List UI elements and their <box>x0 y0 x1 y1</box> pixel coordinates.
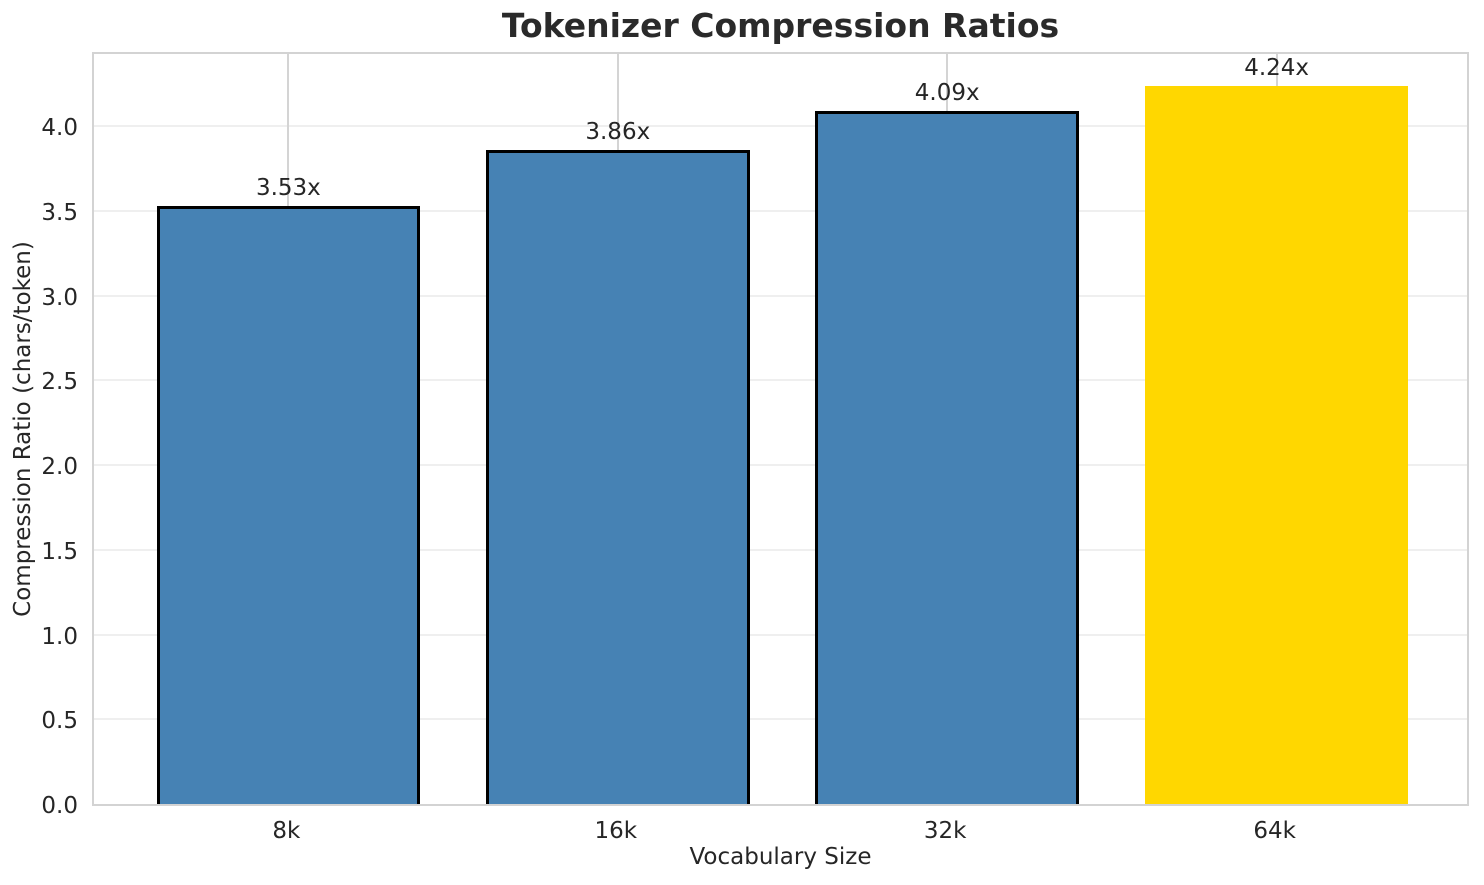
bar-8k <box>156 205 421 804</box>
y-tick-label: 2.5 <box>41 369 78 396</box>
horizontal-gridline <box>94 294 1467 297</box>
x-tick-label: 32k <box>923 818 967 844</box>
bar-64k <box>1144 85 1409 804</box>
horizontal-gridline <box>94 209 1467 212</box>
horizontal-gridline <box>94 379 1467 382</box>
x-axis-label: Vocabulary Size <box>689 844 872 870</box>
y-tick-label: 0.0 <box>41 793 78 819</box>
horizontal-gridline <box>94 464 1467 467</box>
y-tick-label: 1.5 <box>41 538 78 565</box>
y-axis-label: Compression Ratio (chars/token) <box>10 241 36 617</box>
y-tick-label: 2.0 <box>41 454 78 481</box>
x-tick-label: 16k <box>594 818 638 844</box>
y-tick-label: 3.0 <box>41 284 78 311</box>
bar-value-label: 3.53x <box>255 174 321 201</box>
y-tick-label: 1.0 <box>41 623 78 650</box>
bar-16k <box>486 149 750 804</box>
x-tick-label: 8k <box>272 818 301 844</box>
horizontal-gridline <box>94 718 1467 721</box>
bar-value-label: 4.09x <box>914 80 980 106</box>
bar-32k <box>815 111 1079 804</box>
bar-value-label: 4.24x <box>1244 54 1310 81</box>
x-tick-label: 64k <box>1253 818 1296 844</box>
horizontal-gridline <box>94 633 1467 636</box>
bar-value-label: 3.86x <box>585 118 651 145</box>
y-tick-label: 3.5 <box>41 199 78 226</box>
chart-title: Tokenizer Compression Ratios <box>501 6 1060 45</box>
y-tick-label: 0.5 <box>41 708 78 735</box>
horizontal-gridline <box>94 548 1467 551</box>
plot-area: 3.53x 3.86x 4.09x 4.24x <box>92 52 1469 806</box>
y-tick-label: 4.0 <box>41 115 78 142</box>
horizontal-gridline <box>94 125 1467 128</box>
